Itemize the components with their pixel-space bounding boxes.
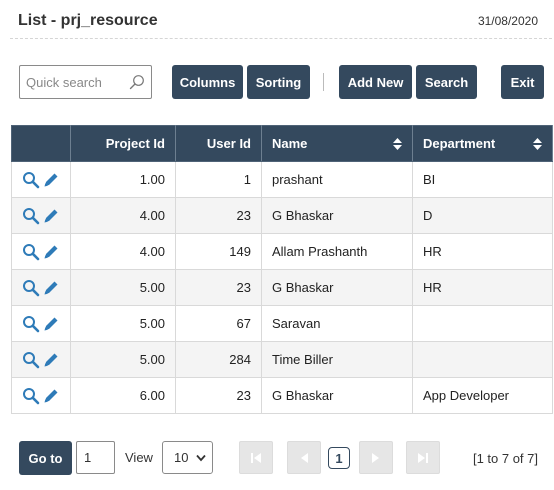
row-actions	[11, 269, 71, 306]
cell-project-id: 6.00	[70, 377, 176, 414]
pencil-icon[interactable]	[42, 279, 60, 297]
first-page-button[interactable]	[239, 441, 273, 474]
column-header-department[interactable]: Department	[412, 125, 553, 162]
column-header-department-label: Department	[423, 136, 496, 151]
cell-user-id: 23	[175, 197, 262, 234]
magnifier-icon[interactable]	[22, 315, 40, 333]
page-header: List - prj_resource 31/08/2020	[18, 12, 538, 32]
page-size-select[interactable]: 10	[162, 441, 213, 474]
row-actions	[11, 341, 71, 378]
cell-department: BI	[412, 161, 553, 198]
cell-name: Saravan	[261, 305, 413, 342]
columns-button[interactable]: Columns	[172, 65, 243, 99]
table-header-row: Project Id User Id Name Department	[11, 125, 553, 162]
magnifier-icon[interactable]	[22, 279, 40, 297]
cell-user-id: 23	[175, 269, 262, 306]
quick-search-box	[19, 65, 152, 99]
cell-project-id: 4.00	[70, 197, 176, 234]
row-actions	[11, 161, 71, 198]
page-size-value: 10	[174, 450, 189, 465]
skip-first-icon	[251, 452, 261, 463]
skip-last-icon	[418, 452, 428, 463]
column-header-user-id[interactable]: User Id	[175, 125, 262, 162]
cell-project-id: 5.00	[70, 269, 176, 306]
cell-name: Allam Prashanth	[261, 233, 413, 270]
page-title: List - prj_resource	[18, 12, 158, 29]
page-range-info: [1 to 7 of 7]	[472, 451, 538, 466]
cell-user-id: 284	[175, 341, 262, 378]
pencil-icon[interactable]	[42, 207, 60, 225]
pencil-icon[interactable]	[42, 351, 60, 369]
magnifier-icon[interactable]	[22, 387, 40, 405]
magnifier-icon[interactable]	[22, 171, 40, 189]
column-header-name-label: Name	[272, 136, 308, 151]
last-page-button[interactable]	[406, 441, 440, 474]
table-row: 4.00 149 Allam Prashanth HR	[11, 233, 553, 270]
view-label: View	[125, 450, 153, 465]
sort-icon[interactable]	[393, 138, 402, 150]
cell-name: Time Biller	[261, 341, 413, 378]
row-actions	[11, 197, 71, 234]
cell-project-id: 5.00	[70, 341, 176, 378]
pencil-icon[interactable]	[42, 387, 60, 405]
go-to-button[interactable]: Go to	[19, 441, 72, 475]
cell-department: D	[412, 197, 553, 234]
page-number-input[interactable]	[76, 441, 115, 474]
row-actions	[11, 377, 71, 414]
cell-department: HR	[412, 233, 553, 270]
cell-name: G Bhaskar	[261, 377, 413, 414]
cell-department	[412, 305, 553, 342]
cell-user-id: 149	[175, 233, 262, 270]
search-icon[interactable]	[129, 74, 145, 90]
current-page-indicator[interactable]: 1	[328, 447, 350, 469]
cell-project-id: 1.00	[70, 161, 176, 198]
add-new-button[interactable]: Add New	[339, 65, 412, 99]
previous-page-button[interactable]	[287, 441, 321, 474]
table-row: 5.00 67 Saravan	[11, 305, 553, 342]
cell-department: App Developer	[412, 377, 553, 414]
cell-project-id: 4.00	[70, 233, 176, 270]
exit-button[interactable]: Exit	[501, 65, 544, 99]
pencil-icon[interactable]	[42, 315, 60, 333]
cell-name: prashant	[261, 161, 413, 198]
table-row: 6.00 23 G Bhaskar App Developer	[11, 377, 553, 414]
cell-name: G Bhaskar	[261, 197, 413, 234]
chevron-down-icon	[196, 454, 206, 462]
table-row: 4.00 23 G Bhaskar D	[11, 197, 553, 234]
cell-name: G Bhaskar	[261, 269, 413, 306]
pencil-icon[interactable]	[42, 243, 60, 261]
magnifier-icon[interactable]	[22, 351, 40, 369]
magnifier-icon[interactable]	[22, 207, 40, 225]
row-actions	[11, 233, 71, 270]
magnifier-icon[interactable]	[22, 243, 40, 261]
next-page-button[interactable]	[359, 441, 393, 474]
search-button[interactable]: Search	[416, 65, 477, 99]
cell-user-id: 23	[175, 377, 262, 414]
table-row: 1.00 1 prashant BI	[11, 161, 553, 198]
cell-department: HR	[412, 269, 553, 306]
triangle-left-icon	[301, 452, 308, 463]
cell-user-id: 67	[175, 305, 262, 342]
triangle-right-icon	[372, 452, 379, 463]
current-date: 31/08/2020	[477, 14, 538, 28]
header-divider	[10, 38, 552, 39]
pencil-icon[interactable]	[42, 171, 60, 189]
actions-column-header	[11, 125, 71, 162]
table-row: 5.00 284 Time Biller	[11, 341, 553, 378]
cell-user-id: 1	[175, 161, 262, 198]
resource-table: Project Id User Id Name Department 1.00 1…	[11, 125, 553, 414]
table-row: 5.00 23 G Bhaskar HR	[11, 269, 553, 306]
column-header-project-id[interactable]: Project Id	[70, 125, 176, 162]
pagination-bar: Go to View 10 1 [1 to 7 of 7]	[19, 441, 539, 475]
table-body: 1.00 1 prashant BI 4.00 23 G Bhaskar D 4.00 149 Al…	[11, 161, 553, 414]
cell-department	[412, 341, 553, 378]
sorting-button[interactable]: Sorting	[247, 65, 310, 99]
sort-icon[interactable]	[533, 138, 542, 150]
cell-project-id: 5.00	[70, 305, 176, 342]
column-header-name[interactable]: Name	[261, 125, 413, 162]
toolbar-separator	[323, 73, 324, 91]
row-actions	[11, 305, 71, 342]
quick-search-input[interactable]	[26, 74, 126, 91]
